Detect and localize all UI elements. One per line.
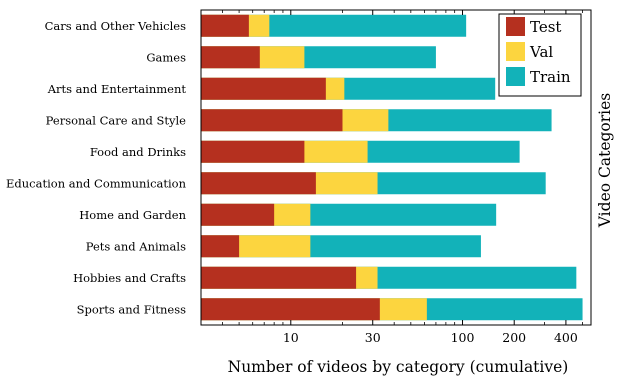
x-tick-label: 200 [502, 330, 526, 345]
category-label: Games [146, 50, 186, 64]
bar-test [201, 77, 326, 100]
plot-frame [200, 9, 592, 326]
bar-test [201, 298, 380, 321]
bars [201, 14, 583, 321]
bar-test [201, 235, 240, 258]
category-label: Home and Garden [79, 208, 186, 222]
category-labels: Cars and Other Vehicles Games Arts and Ent… [6, 19, 187, 317]
legend-swatch-train [506, 67, 525, 86]
bar-test [201, 203, 275, 226]
category-label: Pets and Animals [86, 239, 186, 253]
category-label: Sports and Fitness [77, 302, 187, 316]
legend-label-test: Test [530, 18, 561, 36]
category-label: Personal Care and Style [46, 113, 187, 127]
legend-swatch-test [506, 17, 525, 36]
x-tick-label: 30 [365, 330, 381, 345]
category-label: Arts and Entertainment [47, 82, 187, 96]
category-label: Hobbies and Crafts [73, 271, 186, 285]
bar-test [201, 140, 305, 163]
legend-label-val: Val [529, 43, 553, 61]
legend-swatch-val [506, 42, 525, 61]
bar-test [201, 172, 316, 195]
bar-test [201, 109, 343, 132]
x-tick-label: 400 [554, 330, 578, 345]
x-tick-label: 100 [451, 330, 475, 345]
legend-label-train: Train [530, 68, 571, 86]
category-label: Cars and Other Vehicles [45, 19, 186, 33]
category-label: Food and Drinks [90, 145, 186, 159]
bar-test [201, 46, 260, 69]
x-tick-label: 10 [283, 330, 299, 345]
y-axis-title: Video Categories [596, 93, 614, 229]
category-label: Education and Communication [6, 176, 187, 190]
x-axis-ticks: 10 30 100 200 400 [200, 10, 583, 345]
bar-test [201, 14, 249, 37]
bar-test [201, 266, 357, 289]
legend: Test Val Train [498, 13, 582, 97]
x-axis-title: Number of videos by category (cumulative… [228, 358, 569, 376]
